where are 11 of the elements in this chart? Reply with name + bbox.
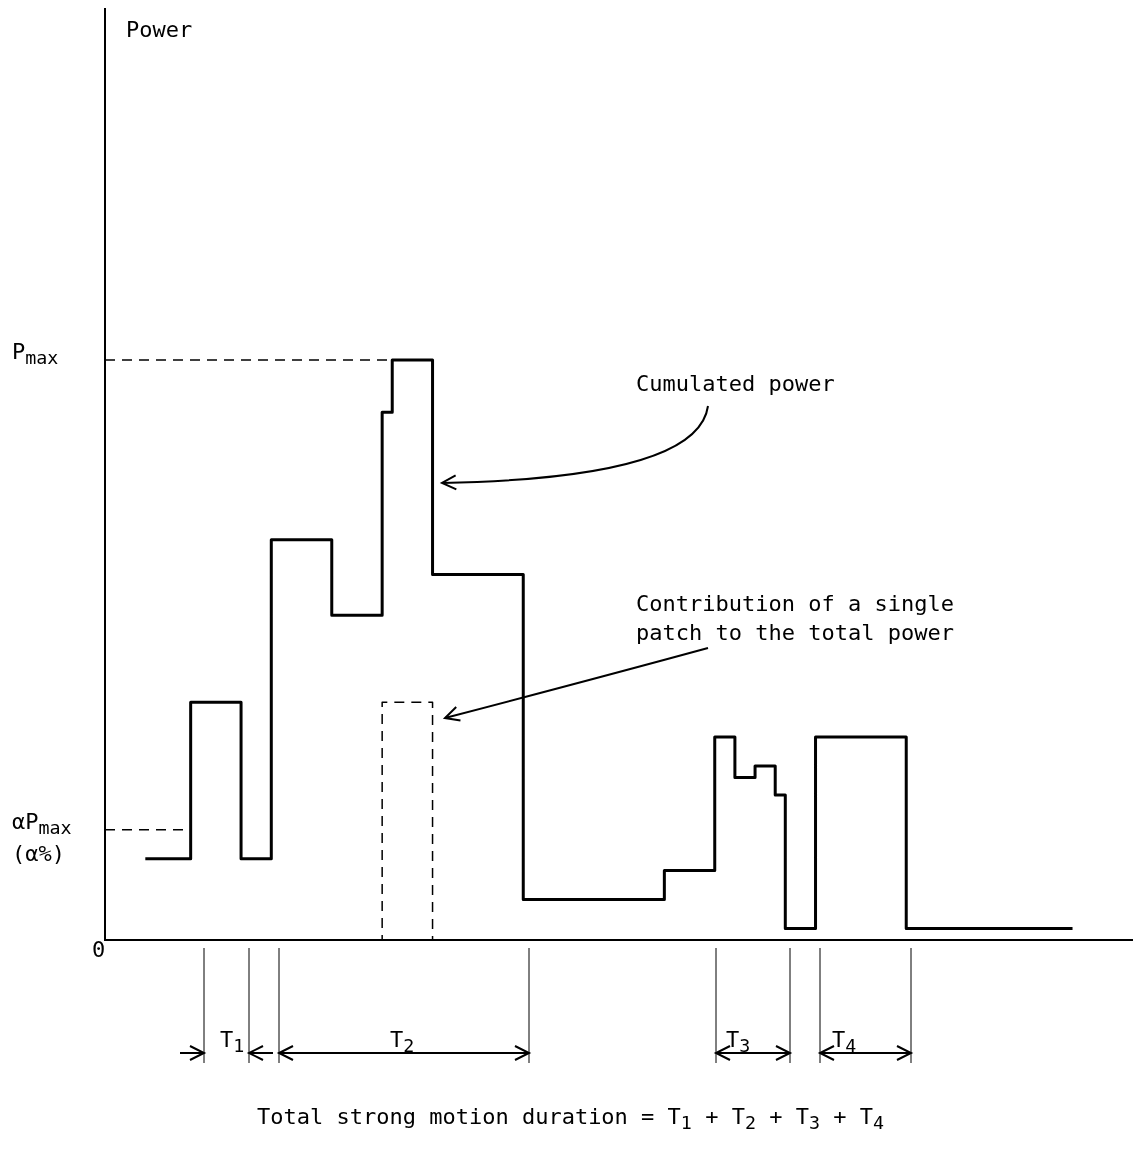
text: T$_{2}$ bbox=[390, 1026, 415, 1059]
annotation: Contribution of a single patch to the total power bbox=[636, 590, 955, 647]
text: T$_{4}$ bbox=[832, 1026, 857, 1059]
annotation: 0 bbox=[92, 936, 106, 964]
text: T$_{1}$ bbox=[220, 1026, 245, 1059]
text: Total strong motion duration = T$_{1}$ + T$_{2}$ + T$_{3}$ + T$_{4}$ bbox=[256, 1103, 885, 1136]
text: Power bbox=[126, 16, 193, 44]
annotation: Cumulated power bbox=[636, 370, 836, 398]
ref-line-label: P$_{max}$ bbox=[12, 338, 60, 371]
ref-line-label: αP$_{max}$ (α%) bbox=[12, 807, 73, 868]
text: T$_{3}$ bbox=[726, 1026, 751, 1059]
